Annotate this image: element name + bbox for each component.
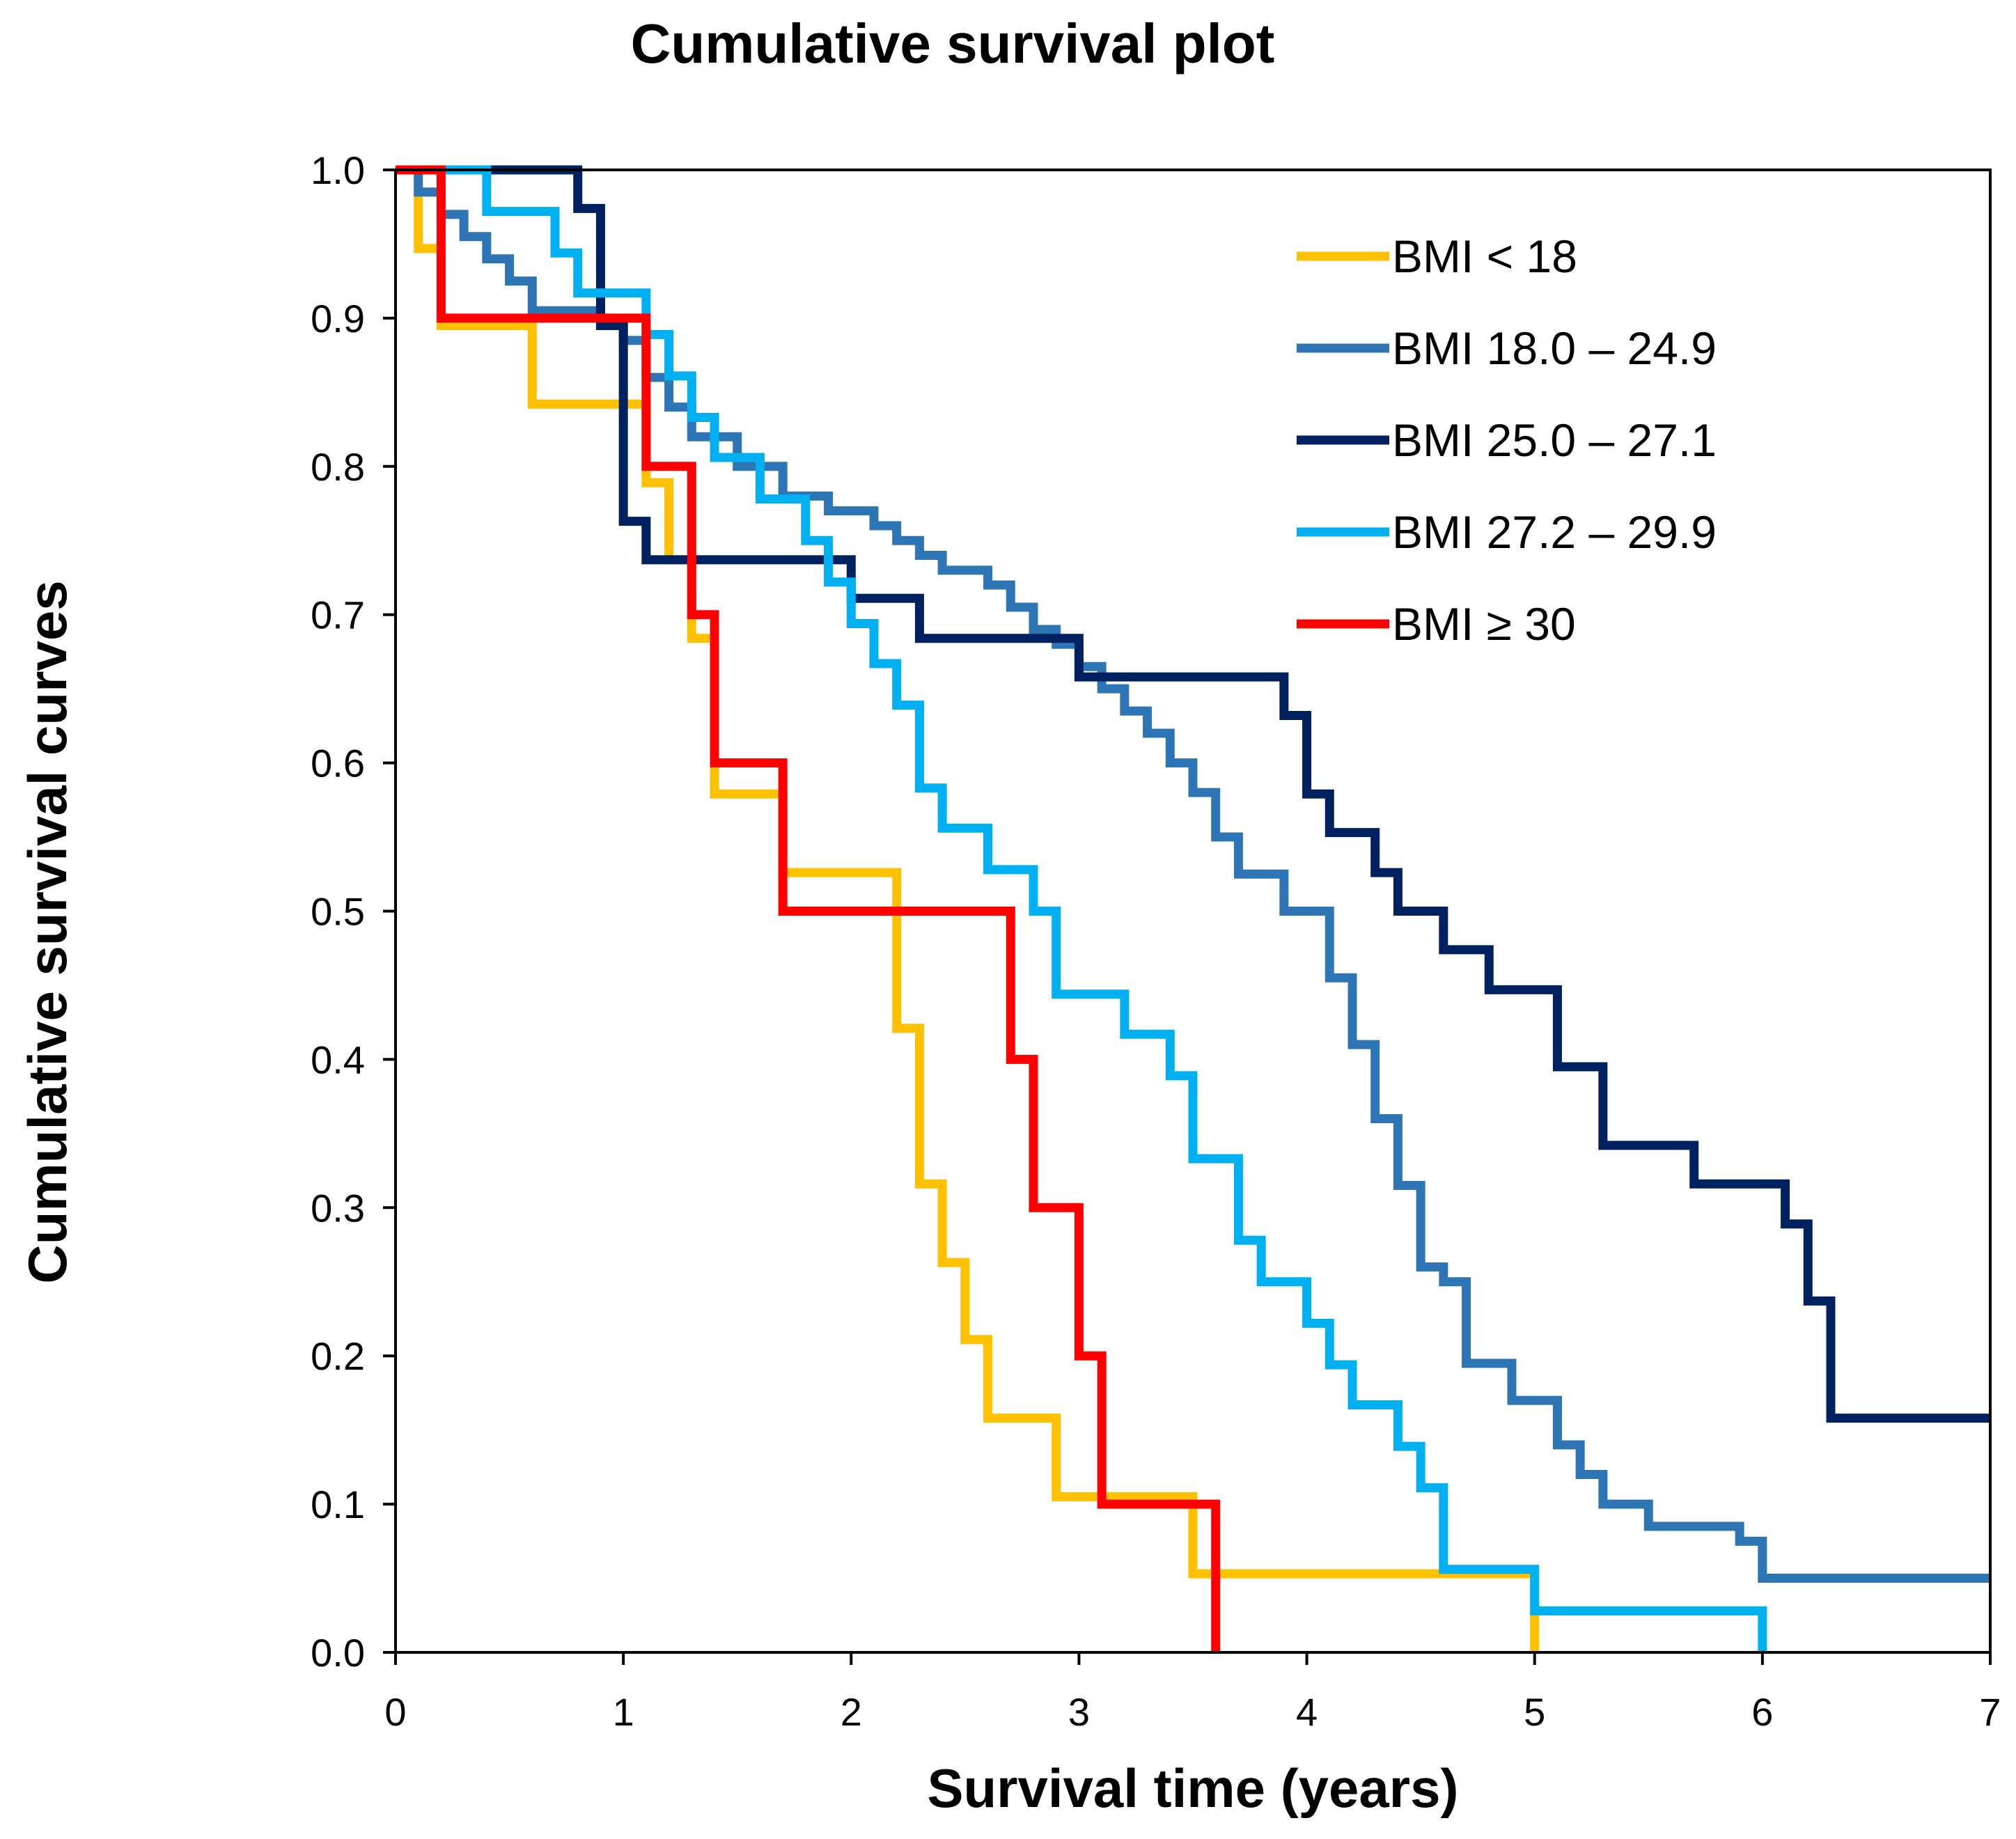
x-axis-label: Survival time (years)	[927, 1758, 1458, 1819]
y-tick-label: 0.1	[311, 1482, 365, 1526]
legend-label-1: BMI < 18	[1392, 230, 1577, 282]
y-tick-label: 0.0	[311, 1631, 365, 1675]
y-tick-label: 0.4	[311, 1038, 365, 1081]
x-tick-label: 2	[841, 1690, 862, 1734]
legend-label-5: BMI ≥ 30	[1392, 598, 1576, 650]
x-tick-label: 0	[384, 1690, 406, 1734]
legend-label-4: BMI 27.2 – 29.9	[1392, 506, 1717, 558]
plot-frame	[394, 169, 1992, 1654]
x-tick-label: 1	[613, 1690, 634, 1734]
series-line-2	[396, 165, 1990, 1583]
y-tick-label: 0.8	[311, 445, 365, 489]
series-line-5	[396, 165, 1221, 1652]
y-tick-label: 0.3	[311, 1186, 365, 1230]
y-tick-label: 0.5	[311, 890, 365, 934]
legend-label-2: BMI 18.0 – 24.9	[1392, 322, 1717, 374]
series-layer	[396, 165, 1990, 1652]
y-axis-label: Cumulative survival curves	[17, 580, 78, 1283]
ticks-layer: 0 1 2 3 4 5 6 7 0.0 0.1 0.2 0.3 0.4 0.5 0.6 0.7 0.8 0.9 1.…	[311, 148, 2001, 1734]
y-tick-label: 0.2	[311, 1334, 365, 1378]
y-tick-label: 0.6	[311, 742, 365, 785]
x-tick-label: 7	[1979, 1690, 2001, 1734]
chart-title: Cumulative survival plot	[631, 13, 1275, 75]
y-tick-label: 1.0	[311, 148, 365, 192]
x-tick-label: 5	[1524, 1690, 1545, 1734]
x-tick-label: 3	[1068, 1690, 1090, 1734]
x-tick-label: 4	[1296, 1690, 1318, 1734]
series-line-4	[396, 165, 1767, 1652]
y-tick-label: 0.9	[311, 297, 365, 341]
legend: BMI < 18 BMI 18.0 – 24.9 BMI 25.0 – 27.1 BM…	[1297, 230, 1717, 650]
series-line-3	[396, 165, 1990, 1423]
legend-label-3: BMI 25.0 – 27.1	[1392, 414, 1717, 466]
x-tick-label: 6	[1751, 1690, 1773, 1734]
y-tick-label: 0.7	[311, 593, 365, 637]
